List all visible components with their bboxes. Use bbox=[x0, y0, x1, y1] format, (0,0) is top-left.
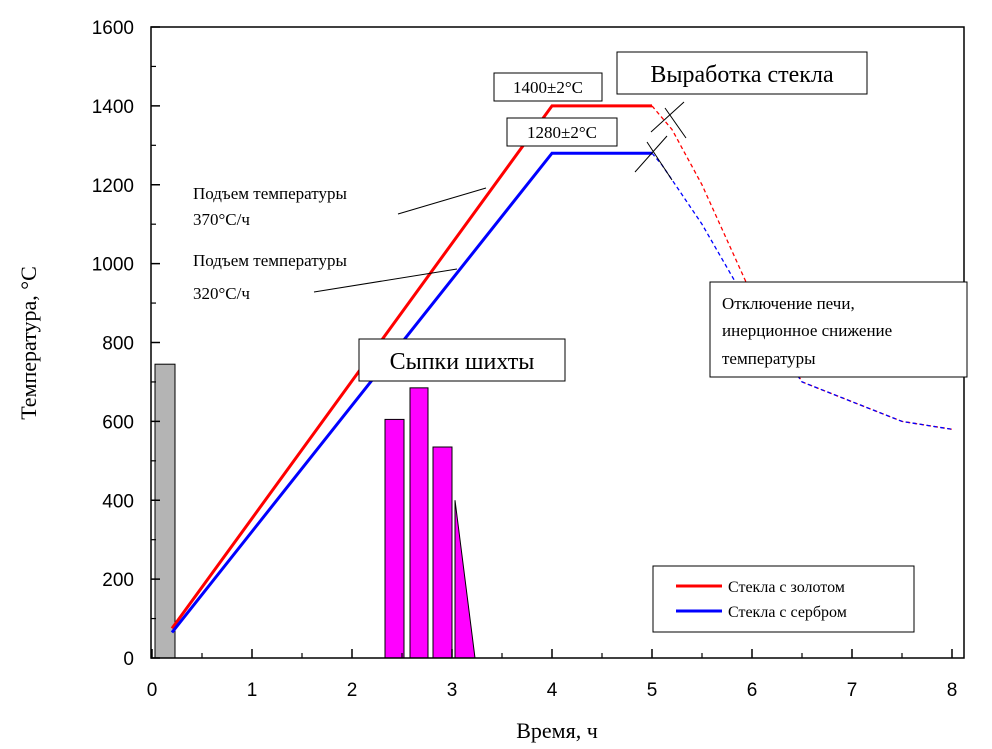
annotation-rise-370-line1: Подъем температуры bbox=[193, 184, 347, 203]
annotation-glass-output: Выработка стекла bbox=[650, 62, 834, 88]
y-axis-title: Температура, °C bbox=[16, 266, 41, 420]
series-line-1 bbox=[170, 151, 652, 634]
legend-box bbox=[652, 565, 915, 633]
bar-0 bbox=[154, 363, 176, 659]
annotation-furnace-line3: температуры bbox=[722, 349, 816, 368]
y-tick-label-1: 200 bbox=[102, 570, 134, 591]
series-line-0 bbox=[170, 104, 652, 630]
ticks-layer: 0 1 2 3 4 5 6 7 8 0 200 400 600 800 1000 1200 1400 1600 bbox=[92, 18, 958, 701]
series-dashed-0 bbox=[651, 105, 953, 430]
x-tick-label-4: 4 bbox=[547, 680, 558, 701]
annotation-furnace-line2: инерционное снижение bbox=[722, 321, 892, 340]
y-tick-label-6: 1200 bbox=[92, 176, 134, 197]
annotation-silver-temp-box bbox=[506, 117, 618, 147]
annotation-silver-temp: 1280±2°C bbox=[527, 123, 597, 142]
annotation-furnace-box bbox=[709, 281, 968, 378]
annotation-batch: Сыпки шихты bbox=[390, 349, 535, 375]
bar-3 bbox=[432, 446, 453, 659]
bar-wedge bbox=[454, 500, 476, 659]
legend: Стекла с золотом Стекла с сербром bbox=[652, 565, 915, 633]
x-tick-label-5: 5 bbox=[647, 680, 658, 701]
bar-1 bbox=[384, 418, 405, 659]
x-tick-label-1: 1 bbox=[247, 680, 258, 701]
leader-line-320 bbox=[313, 268, 458, 293]
y-tick-label-0: 0 bbox=[123, 649, 134, 670]
x-tick-label-0: 0 bbox=[147, 680, 158, 701]
x-tick-label-3: 3 bbox=[447, 680, 458, 701]
annotation-furnace-line1: Отключение печи, bbox=[722, 294, 855, 313]
annotation-gold-temp-box bbox=[493, 72, 603, 102]
x-tick-label-2: 2 bbox=[347, 680, 358, 701]
x-axis-title: Время, ч bbox=[516, 718, 598, 743]
series-dashed-1 bbox=[651, 152, 953, 430]
cross-mark-gold-2 bbox=[664, 107, 687, 139]
y-tick-label-5: 1000 bbox=[92, 255, 134, 276]
annotation-glass-output-box bbox=[616, 51, 868, 95]
y-tick-label-7: 1400 bbox=[92, 97, 134, 118]
y-tick-label-3: 600 bbox=[102, 412, 134, 433]
annotation-rise-370-line2: 370°C/ч bbox=[193, 210, 250, 229]
x-tick-label-7: 7 bbox=[847, 680, 858, 701]
cross-mark-gold-1 bbox=[650, 101, 685, 133]
annotation-gold-temp: 1400±2°C bbox=[513, 78, 583, 97]
y-tick-label-2: 400 bbox=[102, 491, 134, 512]
annotation-batch-box bbox=[358, 338, 566, 382]
bars-layer bbox=[154, 363, 476, 659]
legend-label-gold: Стекла с золотом bbox=[728, 579, 845, 596]
bar-2 bbox=[409, 387, 429, 659]
y-tick-label-8: 1600 bbox=[92, 18, 134, 39]
annotation-rise-320-line2: 320°C/ч bbox=[193, 284, 250, 303]
legend-label-silver: Стекла с сербром bbox=[728, 604, 847, 621]
series-layer bbox=[170, 104, 953, 634]
leader-line-370 bbox=[397, 187, 487, 215]
cross-mark-silver-2 bbox=[646, 141, 673, 181]
x-tick-label-6: 6 bbox=[747, 680, 758, 701]
x-tick-label-8: 8 bbox=[947, 680, 958, 701]
cross-mark-silver-1 bbox=[634, 135, 668, 173]
y-tick-label-4: 800 bbox=[102, 334, 134, 355]
annotation-rise-320-line1: Подъем температуры bbox=[193, 251, 347, 270]
